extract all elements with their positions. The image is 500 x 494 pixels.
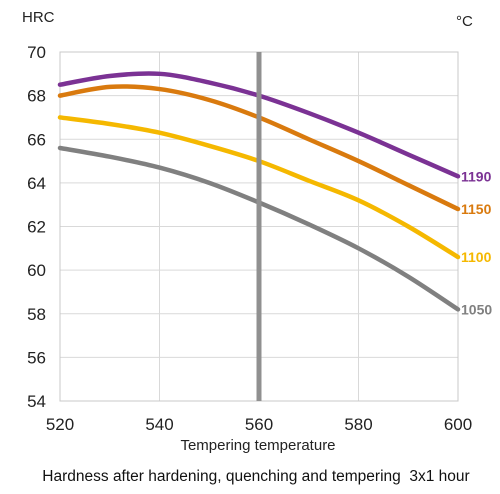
y-tick-54: 54 — [27, 392, 46, 411]
chart-caption: Hardness after hardening, quenching and … — [42, 468, 469, 485]
x-tick-580: 580 — [344, 415, 372, 434]
y-tick-70: 70 — [27, 43, 46, 62]
y-tick-64: 64 — [27, 174, 46, 193]
y-tick-58: 58 — [27, 305, 46, 324]
series-labels: 1190 1150 1100 1050 — [461, 168, 492, 317]
y-tick-56: 56 — [27, 348, 46, 367]
x-tick-520: 520 — [46, 415, 74, 434]
y-tick-60: 60 — [27, 261, 46, 280]
x-axis-label: Tempering temperature — [180, 437, 335, 454]
x-tick-540: 540 — [145, 415, 173, 434]
x-tick-labels: 520 540 560 580 600 — [46, 415, 472, 434]
series-label-1100: 1100 — [461, 249, 492, 265]
unit-label: °C — [456, 13, 473, 30]
y-tick-labels: 54 56 58 60 62 64 66 68 70 — [27, 43, 46, 411]
series-label-1050: 1050 — [461, 301, 492, 317]
y-tick-68: 68 — [27, 87, 46, 106]
x-tick-600: 600 — [444, 415, 472, 434]
series-label-1190: 1190 — [461, 168, 492, 184]
y-tick-66: 66 — [27, 130, 46, 149]
series-label-1150: 1150 — [461, 201, 492, 217]
y-tick-62: 62 — [27, 218, 46, 237]
y-axis-label: HRC — [22, 9, 55, 26]
x-tick-560: 560 — [245, 415, 273, 434]
